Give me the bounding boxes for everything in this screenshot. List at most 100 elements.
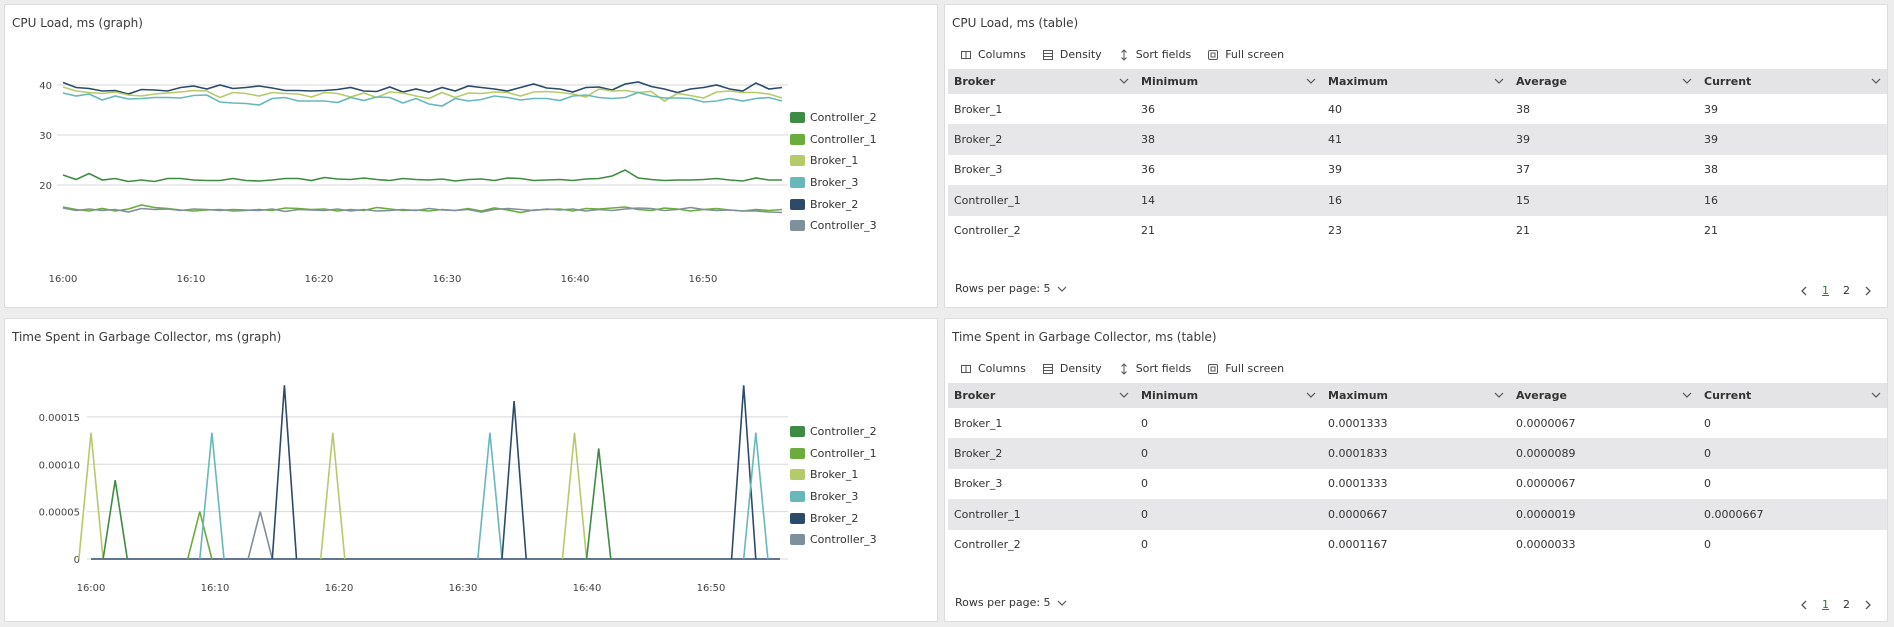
rows-per-page-select[interactable]: Rows per page: 5 <box>955 596 1067 609</box>
y-tick-label: 30 <box>39 131 52 142</box>
chevron-right-icon[interactable] <box>1863 599 1873 611</box>
legend-item[interactable]: Controller_3 <box>790 215 877 237</box>
sort-fields-button[interactable]: Sort fields <box>1118 362 1191 375</box>
chevron-down-icon[interactable] <box>1494 76 1504 86</box>
legend-item[interactable]: Broker_1 <box>790 464 877 486</box>
column-header-minimum[interactable]: Minimum <box>1135 383 1322 408</box>
table-cell: 0.0000089 <box>1516 447 1576 461</box>
legend-item[interactable]: Broker_2 <box>790 507 877 529</box>
table-cell: 38 <box>1516 102 1530 116</box>
legend-item[interactable]: Broker_3 <box>790 172 877 194</box>
page-button[interactable]: 1 <box>1822 284 1829 297</box>
table-cell: 0.0000019 <box>1516 507 1576 521</box>
rows-per-page-select[interactable]: Rows per page: 5 <box>955 282 1067 295</box>
legend-swatch <box>790 112 805 124</box>
table-cell: Controller_2 <box>954 224 1021 238</box>
table-row[interactable]: Broker_3 0 0.0001333 0.0000067 0 <box>948 469 1887 499</box>
chevron-down-icon[interactable] <box>1871 76 1881 86</box>
density-button[interactable]: Density <box>1042 362 1102 375</box>
legend-swatch <box>790 155 805 167</box>
legend-swatch <box>790 177 805 189</box>
column-header-broker[interactable]: Broker <box>948 69 1135 94</box>
full-screen-button[interactable]: Full screen <box>1207 48 1284 61</box>
legend-item[interactable]: Controller_1 <box>790 129 877 151</box>
rows-per-page-label: Rows per page: 5 <box>955 282 1051 295</box>
page-button[interactable]: 1 <box>1822 598 1829 611</box>
column-header-average[interactable]: Average <box>1510 383 1698 408</box>
legend-item[interactable]: Controller_3 <box>790 529 877 551</box>
table-cell: 21 <box>1704 224 1718 238</box>
panel-title: CPU Load, ms (table) <box>952 16 1079 30</box>
column-header-current[interactable]: Current <box>1698 69 1887 94</box>
y-tick-label: 0.00015 <box>39 413 80 424</box>
y-tick-label: 0.00010 <box>39 460 80 471</box>
series-spike-broker_1 <box>319 432 346 560</box>
legend-item[interactable]: Controller_1 <box>790 443 877 465</box>
columns-icon <box>961 364 971 373</box>
series-spike-broker_1 <box>78 432 104 560</box>
page-button[interactable]: 2 <box>1843 284 1850 297</box>
density-button[interactable]: Density <box>1042 48 1102 61</box>
chevron-down-icon[interactable] <box>1682 76 1692 86</box>
legend-item[interactable]: Controller_2 <box>790 107 877 129</box>
table-row[interactable]: Broker_2 38 41 39 39 <box>948 124 1887 155</box>
gc-legend: Controller_2 Controller_1 Broker_1 Broker_3… <box>790 421 877 551</box>
columns-button[interactable]: Columns <box>960 362 1026 375</box>
series-spike-broker_2 <box>730 385 757 560</box>
table-cell: 16 <box>1328 193 1342 207</box>
x-tick-label: 16:50 <box>697 583 726 594</box>
table-row[interactable]: Controller_2 21 23 21 21 <box>948 216 1887 246</box>
density-icon <box>1042 49 1053 60</box>
column-header-broker[interactable]: Broker <box>948 383 1135 408</box>
page-button[interactable]: 2 <box>1843 598 1850 611</box>
column-header-label: Broker <box>954 389 996 402</box>
chevron-down-icon[interactable] <box>1494 390 1504 400</box>
table-row[interactable]: Controller_2 0 0.0001167 0.0000033 0 <box>948 530 1887 560</box>
legend-item[interactable]: Broker_2 <box>790 193 877 215</box>
chevron-down-icon[interactable] <box>1871 390 1881 400</box>
column-header-maximum[interactable]: Maximum <box>1322 383 1510 408</box>
column-header-minimum[interactable]: Minimum <box>1135 69 1322 94</box>
chevron-left-icon[interactable] <box>1799 599 1809 611</box>
table-row[interactable]: Broker_1 36 40 38 39 <box>948 94 1887 124</box>
gc-table: Broker Minimum Maximum Average Current Broker… <box>948 383 1887 560</box>
chevron-down-icon[interactable] <box>1306 76 1316 86</box>
chevron-left-icon[interactable] <box>1799 285 1809 297</box>
toolbar-button-label: Full screen <box>1225 362 1285 375</box>
y-tick-label: 0.00005 <box>39 508 80 519</box>
legend-swatch <box>790 220 805 232</box>
chevron-down-icon <box>1057 286 1066 292</box>
x-tick-label: 16:30 <box>449 583 478 594</box>
chevron-down-icon[interactable] <box>1119 76 1129 86</box>
table-row[interactable]: Broker_1 0 0.0001333 0.0000067 0 <box>948 408 1887 438</box>
sort-icon <box>1120 362 1127 375</box>
chevron-right-icon[interactable] <box>1863 285 1873 297</box>
columns-icon <box>961 50 971 59</box>
legend-label: Controller_1 <box>810 446 877 460</box>
chevron-down-icon[interactable] <box>1306 390 1316 400</box>
column-header-label: Maximum <box>1328 389 1388 402</box>
chevron-down-icon[interactable] <box>1119 390 1129 400</box>
full-screen-button[interactable]: Full screen <box>1207 362 1284 375</box>
chevron-down-icon[interactable] <box>1682 390 1692 400</box>
legend-item[interactable]: Controller_2 <box>790 421 877 443</box>
table-row[interactable]: Controller_1 14 16 15 16 <box>948 185 1887 216</box>
table-cell: 21 <box>1141 224 1155 238</box>
column-header-current[interactable]: Current <box>1698 383 1887 408</box>
column-header-average[interactable]: Average <box>1510 69 1698 94</box>
column-header-maximum[interactable]: Maximum <box>1322 69 1510 94</box>
column-header-label: Minimum <box>1141 75 1199 88</box>
table-row[interactable]: Broker_3 36 39 37 38 <box>948 155 1887 185</box>
legend-item[interactable]: Broker_3 <box>790 486 877 508</box>
table-cell: 40 <box>1328 102 1342 116</box>
legend-label: Controller_3 <box>810 219 877 233</box>
legend-item[interactable]: Broker_1 <box>790 150 877 172</box>
legend-label: Controller_3 <box>810 533 877 547</box>
table-row[interactable]: Broker_2 0 0.0001833 0.0000089 0 <box>948 438 1887 469</box>
legend-label: Controller_2 <box>810 111 877 125</box>
columns-button[interactable]: Columns <box>960 48 1026 61</box>
sort-fields-button[interactable]: Sort fields <box>1118 48 1191 61</box>
table-row[interactable]: Controller_1 0 0.0000667 0.0000019 0.0000667 <box>948 499 1887 530</box>
fullscreen-icon <box>1208 49 1219 60</box>
cpu-graph-panel: CPU Load, ms (graph) 20 30 40 16:00 16:10 16:… <box>4 4 938 308</box>
